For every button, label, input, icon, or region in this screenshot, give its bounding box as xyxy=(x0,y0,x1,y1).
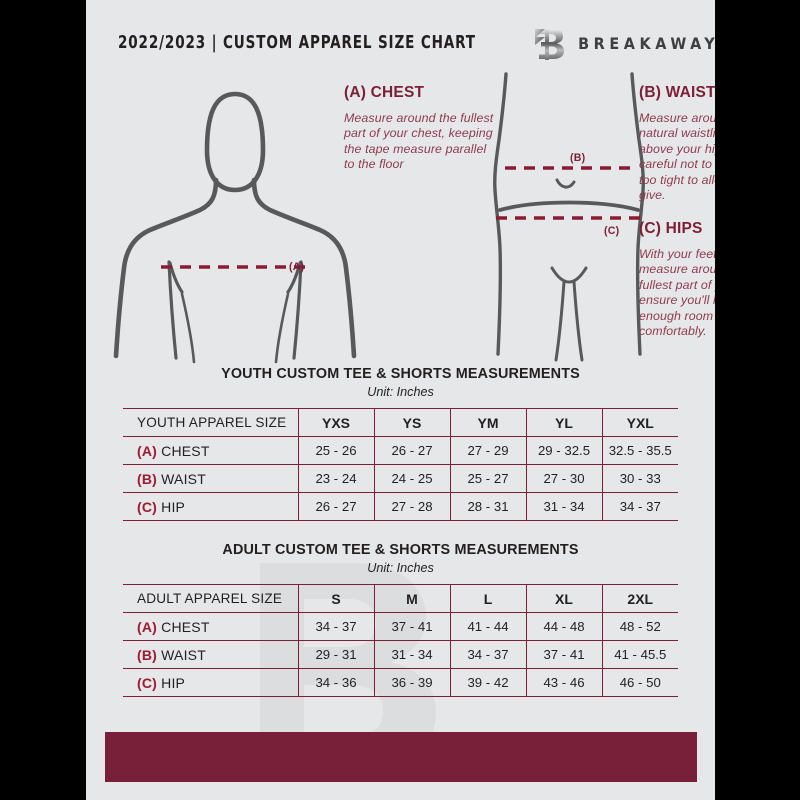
measurement-tag: (C) xyxy=(137,498,158,515)
table-row: (C) HIP 26 - 27 27 - 28 28 - 31 31 - 34 34 - … xyxy=(123,492,678,521)
table-row: (A) CHEST 25 - 26 26 - 27 27 - 29 29 - 32.5 3… xyxy=(123,436,678,465)
measurement-tag: (C) xyxy=(137,674,158,691)
measurement-value-cell: 29 - 32.5 xyxy=(526,436,603,465)
table-row: (A) CHEST 34 - 37 37 - 41 41 - 44 44 - 48 48 … xyxy=(123,612,678,641)
measurement-value-cell: 34 - 37 xyxy=(298,612,375,641)
callout-hips-heading: (C) HIPS xyxy=(639,220,703,237)
adult-table-body: ADULT APPAREL SIZE S M L XL 2XL (A) CHEST 34 - … xyxy=(123,584,678,697)
table-row: (B) WAIST 23 - 24 24 - 25 25 - 27 27 - 30 30 … xyxy=(123,464,678,493)
navel-mark-icon xyxy=(555,178,576,189)
youth-table-body: YOUTH APPAREL SIZE YXS YS YM YL YXL (A) CHEST 2… xyxy=(123,408,678,521)
size-column-header: L xyxy=(450,584,527,613)
size-chart-page: 2022/2023 | CUSTOM APPAREL SIZE CHART xyxy=(86,0,715,800)
footer-accent-bar xyxy=(105,732,697,782)
measurement-value-cell: 24 - 25 xyxy=(374,464,451,493)
measurement-tag: (B) xyxy=(137,646,158,663)
measurement-name-cell: (C) HIP xyxy=(123,668,299,697)
callout-chest-heading: (A) CHEST xyxy=(344,84,425,101)
measurement-name-cell: (C) HIP xyxy=(123,492,299,521)
brand-logo: BREAKAWAY xyxy=(534,26,715,60)
measurement-name-cell: (B) WAIST xyxy=(123,640,299,669)
measurement-value-cell: 26 - 27 xyxy=(374,436,451,465)
measurement-value-cell: 39 - 42 xyxy=(450,668,527,697)
size-column-header: 2XL xyxy=(602,584,678,613)
youth-table-title: YOUTH CUSTOM TEE & SHORTS MEASUREMENTS xyxy=(221,366,580,382)
measurement-value-cell: 27 - 30 xyxy=(526,464,603,493)
measurement-value-cell: 41 - 44 xyxy=(450,612,527,641)
measurement-tag: (A) xyxy=(137,618,158,635)
youth-table-unit: Unit: Inches xyxy=(367,385,434,399)
youth-size-table: YOUTH APPAREL SIZE YXS YS YM YL YXL (A) CHEST 2… xyxy=(123,408,678,521)
size-column-header: YS xyxy=(374,408,451,437)
measurement-name-cell: (A) CHEST xyxy=(123,612,299,641)
hip-measure-label: (C) xyxy=(604,225,620,237)
measurement-value-cell: 43 - 46 xyxy=(526,668,603,697)
measurement-value-cell: 23 - 24 xyxy=(298,464,375,493)
callout-waist-body: Measure around your natural waistline – … xyxy=(639,111,715,203)
table-header-row: YOUTH APPAREL SIZE YXS YS YM YL YXL xyxy=(123,408,678,437)
breakaway-b-monogram-icon xyxy=(535,28,565,60)
male-hips-front-outline-icon xyxy=(493,72,645,362)
measurement-value-cell: 36 - 39 xyxy=(374,668,451,697)
adult-table-unit: Unit: Inches xyxy=(367,561,434,575)
measurement-name-cell: (A) CHEST xyxy=(123,436,299,465)
size-column-header: YXL xyxy=(602,408,678,437)
measurement-value-cell: 26 - 27 xyxy=(298,492,375,521)
measurement-value-cell: 48 - 52 xyxy=(602,612,678,641)
size-column-header: S xyxy=(298,584,375,613)
measurement-value-cell: 27 - 29 xyxy=(450,436,527,465)
measurement-name-cell: (B) WAIST xyxy=(123,464,299,493)
callout-waist-heading: (B) WAIST xyxy=(639,84,715,101)
brand-name: BREAKAWAY xyxy=(578,33,715,53)
measurement-value-cell: 29 - 31 xyxy=(298,640,375,669)
measurement-value-cell: 37 - 41 xyxy=(374,612,451,641)
measurement-value-cell: 41 - 45.5 xyxy=(602,640,678,669)
size-column-header: M xyxy=(374,584,451,613)
page-header: 2022/2023 | CUSTOM APPAREL SIZE CHART xyxy=(86,22,715,64)
measurement-value-cell: 32.5 - 35.5 xyxy=(602,436,678,465)
adult-size-table: ADULT APPAREL SIZE S M L XL 2XL (A) CHEST 34 - … xyxy=(123,584,678,697)
size-column-header: YL xyxy=(526,408,603,437)
size-column-header: YXS xyxy=(298,408,375,437)
table-row: (B) WAIST 29 - 31 31 - 34 34 - 37 37 - 41 41 … xyxy=(123,640,678,669)
size-label-header: ADULT APPAREL SIZE xyxy=(123,584,299,613)
measurement-value-cell: 34 - 37 xyxy=(450,640,527,669)
measurement-value-cell: 44 - 48 xyxy=(526,612,603,641)
size-column-header: XL xyxy=(526,584,603,613)
callout-chest-body: Measure around the fullest part of your … xyxy=(344,111,494,172)
page-title: 2022/2023 | CUSTOM APPAREL SIZE CHART xyxy=(118,33,476,53)
callout-waist: (B) WAIST Measure around your natural wa… xyxy=(639,84,715,203)
callout-hips-body: With your feet together, measure around … xyxy=(639,247,715,339)
measurement-value-cell: 37 - 41 xyxy=(526,640,603,669)
measurement-tag: (B) xyxy=(137,470,158,487)
measurement-value-cell: 25 - 27 xyxy=(450,464,527,493)
measurement-diagram: (A) (B) (C) ( xyxy=(86,72,715,364)
chest-measure-label: (A) xyxy=(289,261,305,273)
measurement-tag: (A) xyxy=(137,442,158,459)
measurement-value-cell: 30 - 33 xyxy=(602,464,678,493)
adult-size-table-section: ADULT CUSTOM TEE & SHORTS MEASUREMENTS U… xyxy=(86,542,715,697)
youth-size-table-section: YOUTH CUSTOM TEE & SHORTS MEASUREMENTS U… xyxy=(86,366,715,521)
callout-chest: (A) CHEST Measure around the fullest par… xyxy=(344,84,494,173)
male-torso-front-outline-icon xyxy=(113,91,357,364)
measurement-value-cell: 28 - 31 xyxy=(450,492,527,521)
waist-measure-label: (B) xyxy=(570,152,586,164)
measurement-value-cell: 31 - 34 xyxy=(526,492,603,521)
measurement-value-cell: 46 - 50 xyxy=(602,668,678,697)
measurement-value-cell: 31 - 34 xyxy=(374,640,451,669)
table-header-row: ADULT APPAREL SIZE S M L XL 2XL xyxy=(123,584,678,613)
adult-table-title: ADULT CUSTOM TEE & SHORTS MEASUREMENTS xyxy=(222,542,579,558)
callout-hips: (C) HIPS With your feet together, measur… xyxy=(639,220,715,339)
measurement-value-cell: 34 - 36 xyxy=(298,668,375,697)
size-label-header: YOUTH APPAREL SIZE xyxy=(123,408,299,437)
measurement-value-cell: 27 - 28 xyxy=(374,492,451,521)
measurement-value-cell: 25 - 26 xyxy=(298,436,375,465)
size-column-header: YM xyxy=(450,408,527,437)
table-row: (C) HIP 34 - 36 36 - 39 39 - 42 43 - 46 46 - … xyxy=(123,668,678,697)
measurement-value-cell: 34 - 37 xyxy=(602,492,678,521)
